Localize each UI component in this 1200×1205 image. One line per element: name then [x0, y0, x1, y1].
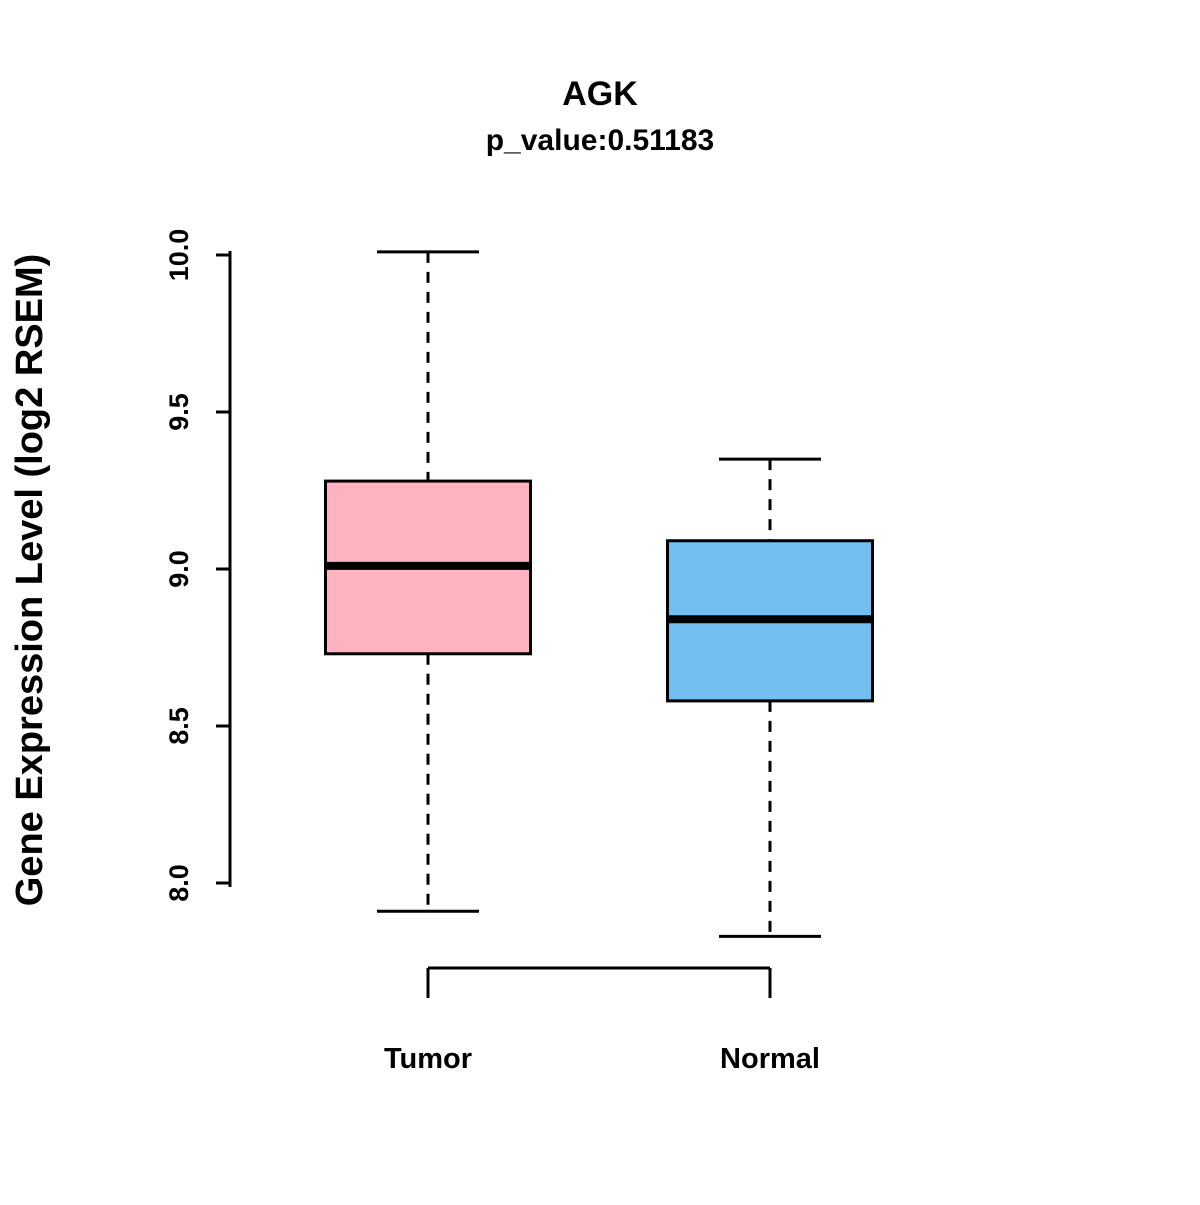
- chart-title: AGK: [562, 75, 638, 113]
- boxes-layer: [324, 250, 874, 938]
- y-tick-label-9.5: 9.5: [164, 393, 194, 431]
- box-group-normal: [666, 457, 874, 938]
- category-label-tumor: Tumor: [384, 1043, 472, 1075]
- y-tick-label-10.0: 10.0: [164, 229, 194, 282]
- chart-subtitle: p_value:0.51183: [486, 124, 715, 157]
- axes-layer: 8.0 8.5 9.0 9.5 10.0: [164, 229, 772, 998]
- y-tick-label-9.0: 9.0: [164, 550, 194, 588]
- category-label-normal: Normal: [720, 1043, 820, 1075]
- y-tick-label-8.5: 8.5: [164, 707, 194, 745]
- category-labels-layer: Tumor Normal: [384, 1043, 820, 1075]
- y-tick-label-8.0: 8.0: [164, 864, 194, 902]
- y-axis-label: Gene Expression Level (log2 RSEM): [9, 254, 51, 907]
- box-group-tumor: [324, 250, 532, 913]
